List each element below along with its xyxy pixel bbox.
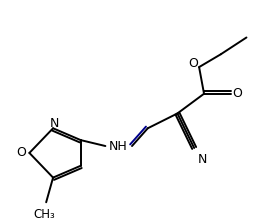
Text: N: N — [198, 153, 207, 166]
Text: O: O — [188, 57, 198, 70]
Text: O: O — [233, 87, 242, 100]
Text: CH₃: CH₃ — [33, 208, 55, 221]
Text: O: O — [17, 146, 26, 159]
Text: N: N — [49, 117, 59, 130]
Text: NH: NH — [109, 140, 127, 153]
